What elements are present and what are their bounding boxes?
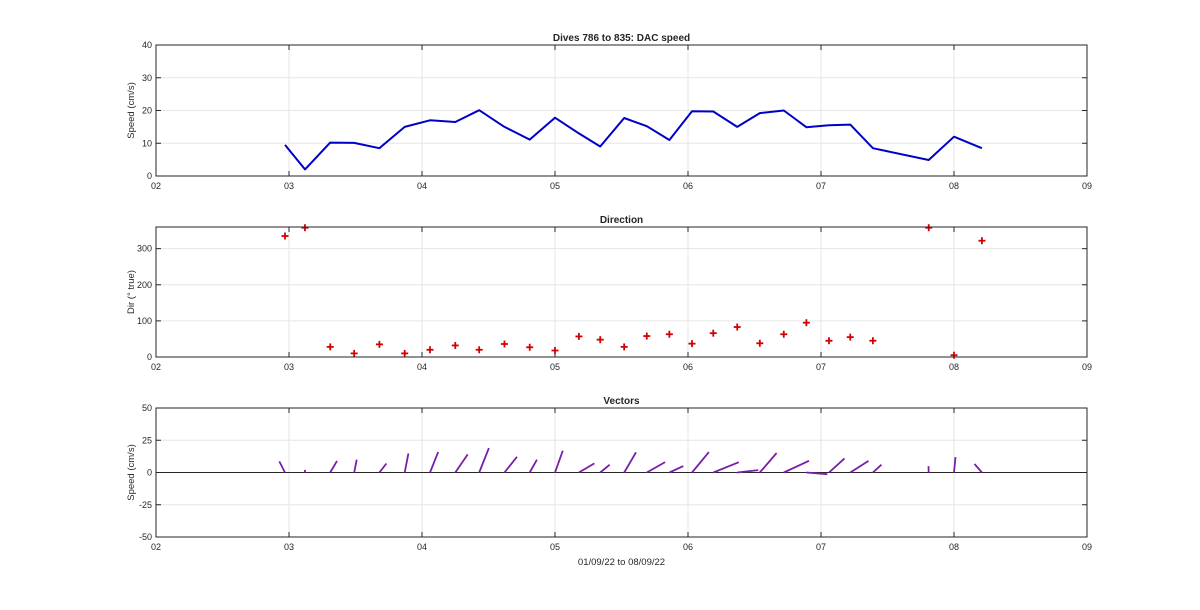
y-tick-label: -25 bbox=[139, 500, 152, 510]
y-tick-label: 200 bbox=[137, 280, 152, 290]
x-tick-label: 03 bbox=[284, 362, 294, 372]
panel-title: Dives 786 to 835: DAC speed bbox=[553, 33, 690, 44]
x-tick-label: 02 bbox=[151, 181, 161, 191]
x-tick-label: 06 bbox=[683, 181, 693, 191]
x-tick-label: 04 bbox=[417, 362, 427, 372]
x-tick-label: 04 bbox=[417, 542, 427, 552]
x-tick-label: 05 bbox=[550, 362, 560, 372]
x-tick-label: 08 bbox=[949, 362, 959, 372]
y-axis-label: Speed (cm/s) bbox=[126, 444, 137, 501]
x-tick-label: 06 bbox=[683, 362, 693, 372]
x-tick-label: 09 bbox=[1082, 181, 1092, 191]
y-tick-label: 100 bbox=[137, 316, 152, 326]
y-tick-label: -50 bbox=[139, 532, 152, 542]
y-tick-label: 0 bbox=[147, 468, 152, 478]
x-tick-label: 07 bbox=[816, 542, 826, 552]
y-tick-label: 30 bbox=[142, 73, 152, 83]
y-tick-label: 50 bbox=[142, 403, 152, 413]
x-tick-label: 09 bbox=[1082, 542, 1092, 552]
x-tick-label: 08 bbox=[949, 542, 959, 552]
plot-area-2 bbox=[156, 227, 1087, 357]
y-tick-label: 10 bbox=[142, 138, 152, 148]
panel-title: Vectors bbox=[603, 396, 640, 407]
y-axis-label: Dir (° true) bbox=[126, 270, 137, 314]
y-tick-label: 0 bbox=[147, 171, 152, 181]
y-tick-label: 25 bbox=[142, 435, 152, 445]
x-tick-label: 06 bbox=[683, 542, 693, 552]
x-tick-label: 02 bbox=[151, 542, 161, 552]
x-tick-label: 03 bbox=[284, 181, 294, 191]
x-tick-label: 05 bbox=[550, 542, 560, 552]
x-tick-label: 09 bbox=[1082, 362, 1092, 372]
x-tick-label: 02 bbox=[151, 362, 161, 372]
x-tick-label: 07 bbox=[816, 362, 826, 372]
x-tick-label: 08 bbox=[949, 181, 959, 191]
x-tick-label: 04 bbox=[417, 181, 427, 191]
x-tick-label: 07 bbox=[816, 181, 826, 191]
x-axis-label: 01/09/22 to 08/09/22 bbox=[578, 557, 665, 568]
y-axis-label: Speed (cm/s) bbox=[126, 82, 137, 139]
y-tick-label: 20 bbox=[142, 106, 152, 116]
panel-title: Direction bbox=[600, 215, 643, 226]
y-tick-label: 40 bbox=[142, 40, 152, 50]
y-tick-label: 0 bbox=[147, 352, 152, 362]
x-tick-label: 05 bbox=[550, 181, 560, 191]
x-tick-label: 03 bbox=[284, 542, 294, 552]
y-tick-label: 300 bbox=[137, 244, 152, 254]
